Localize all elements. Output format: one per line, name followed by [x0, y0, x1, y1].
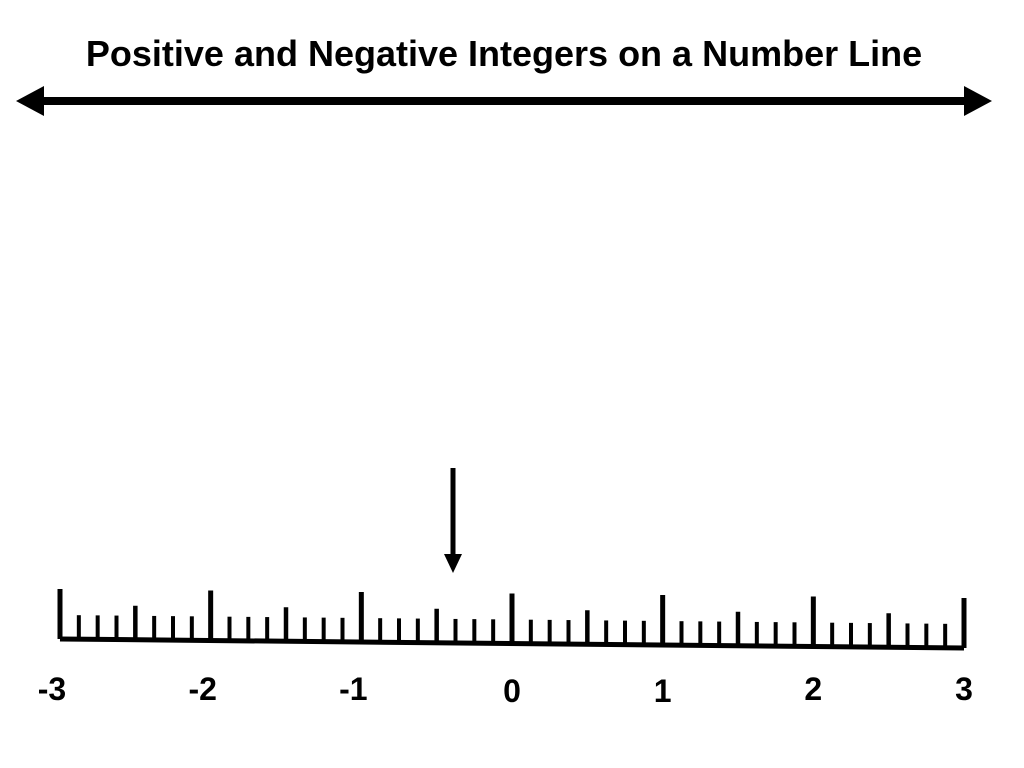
number-line-ticks	[57, 589, 967, 648]
tick-label: 2	[804, 671, 822, 707]
tick-label: -1	[339, 671, 367, 707]
double-headed-arrow-icon	[16, 86, 992, 116]
number-line-labels: -3 -2 -1 0 1 2 3	[38, 671, 973, 709]
page-title: Positive and Negative Integers on a Numb…	[86, 33, 922, 74]
tick-label: 3	[955, 671, 973, 707]
tick-label: -2	[188, 671, 216, 707]
down-arrow-icon	[444, 468, 462, 573]
tick-label: 0	[503, 673, 521, 709]
tick-label: -3	[38, 671, 66, 707]
tick-label: 1	[654, 673, 672, 709]
